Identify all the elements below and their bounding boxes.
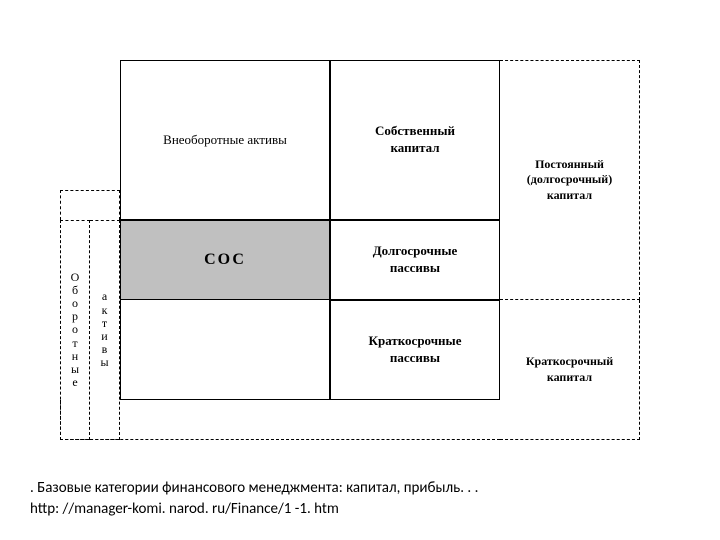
label-shortterm-capital: Краткосрочныйкапитал — [526, 354, 613, 385]
label-noncurrent-assets: Внеоборотные активы — [163, 132, 287, 149]
cell-empty-bottom-left — [120, 300, 330, 400]
cell-longterm-liabilities: Долгосрочныепассивы — [330, 220, 500, 300]
label-longterm-liabilities: Долгосрочныепассивы — [373, 243, 458, 277]
cell-permanent-capital: Постоянный(долгосрочный)капитал — [500, 60, 640, 300]
label-shortterm-liabilities: Краткосрочныепассивы — [369, 333, 462, 367]
label-permanent-capital: Постоянный(долгосрочный)капитал — [527, 157, 612, 204]
cell-own-capital: Собственныйкапитал — [330, 60, 500, 220]
caption-line2: http: //manager-komi. narod. ru/Finance/… — [30, 499, 478, 520]
cell-dashed-topleft-extension — [60, 190, 120, 220]
cell-noncurrent-assets: Внеоборотные активы — [120, 60, 330, 220]
cell-dashed-bottom-extension — [60, 400, 500, 440]
cell-shortterm-capital: Краткосрочныйкапитал — [500, 300, 640, 440]
balance-diagram: Внеоборотные активы Собственныйкапитал П… — [60, 60, 660, 460]
cell-cos: СОС — [120, 220, 330, 300]
caption: . Базовые категории финансового менеджме… — [30, 478, 478, 520]
caption-line1: . Базовые категории финансового менеджме… — [30, 478, 478, 499]
label-own-capital: Собственныйкапитал — [375, 123, 455, 157]
vertical-label-oborotnye: О б о р о т н ы е — [71, 271, 80, 390]
vertical-label-aktivy: а к т и в ы — [100, 290, 108, 369]
label-cos: СОС — [204, 250, 246, 271]
cell-shortterm-liabilities: Краткосрочныепассивы — [330, 300, 500, 400]
